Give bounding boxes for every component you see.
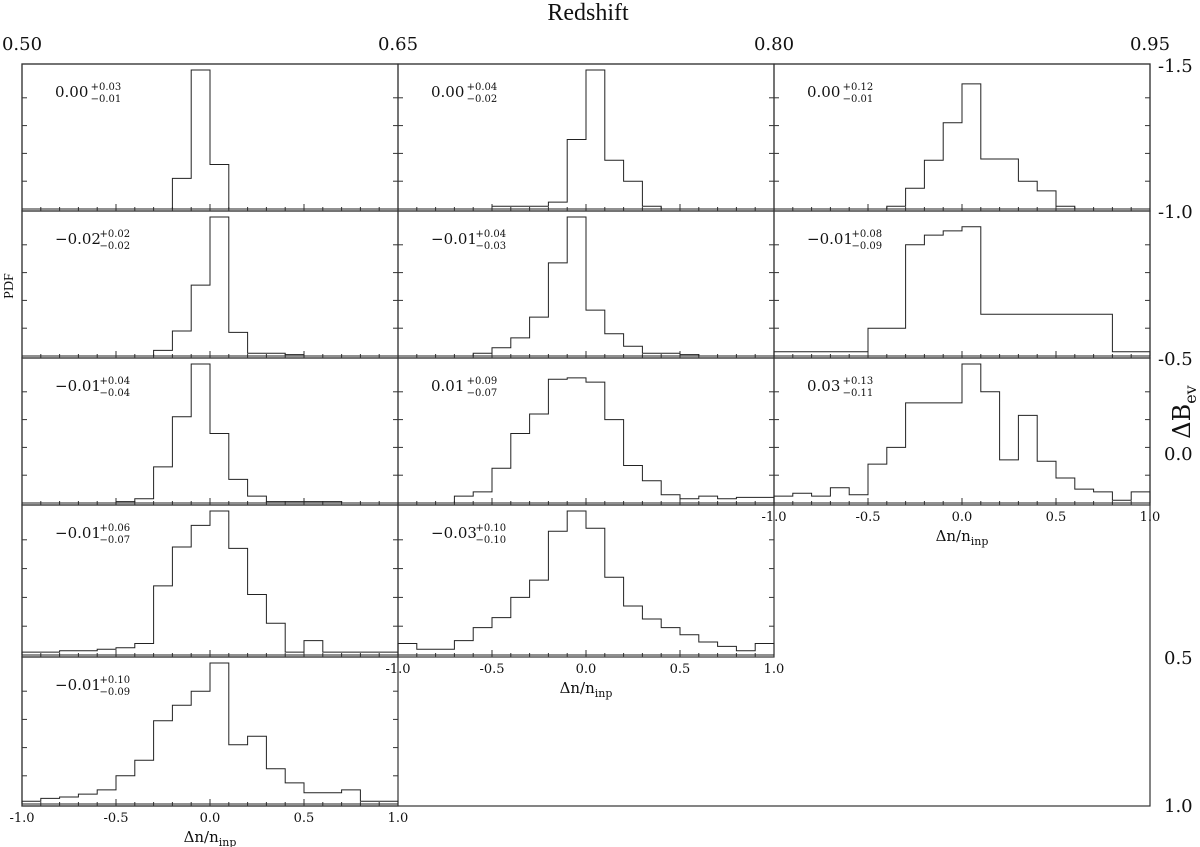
dbev-tick-m15: -1.5 [1158,56,1193,77]
panel-stat-upper: +0.06 [100,523,131,534]
pdf-axis-label: PDF [2,273,17,299]
histogram-panel-3: 0.00 +0.12−0.01 [773,63,1151,212]
x-axis-label: Δn/ninp [184,828,237,847]
panel-stat-lower: −0.07 [100,535,131,546]
histogram-panel-5: −0.01+0.04−0.03 [397,210,775,359]
histogram-panel-9: 0.03 +0.13−0.11-1.0 -0.5 0.0 0.5 1.0Δn/ninp [761,357,1161,548]
x-axis-label-main: Δn/n [184,828,220,846]
panel-stat-lower: −0.04 [100,388,131,399]
x-tick-label: -0.5 [855,510,880,525]
panel-stat-upper: +0.02 [100,229,131,240]
x-tick-label: 0.0 [952,510,973,525]
panel-stat-lower: −0.03 [476,241,507,252]
x-tick-label: 1.0 [388,811,409,826]
dbev-label-main: ΔB [1168,404,1196,439]
x-tick-label: -1.0 [9,811,34,826]
panel-stat-value: −0.01 [55,524,101,542]
x-tick-label: -0.5 [479,662,504,677]
x-tick-label: 1.0 [1140,510,1161,525]
panel-stat-value: −0.01 [55,676,101,694]
histogram-panel-12: −0.01+0.10−0.09 -1.0 -0.5 0.0 0.5 1.0 Δn/ninp [9,656,409,847]
histogram-line [398,216,774,357]
panel-stat-value: 0.00 [807,83,840,101]
panel-stat-value: 0.00 [55,83,88,101]
panel-stat-value: −0.01 [807,230,853,248]
histogram-panel-8: 0.01 +0.09−0.07 [397,357,775,506]
panel-stat-upper: +0.04 [100,376,131,387]
x-tick-label: -0.5 [103,811,128,826]
panel-stat-upper: +0.04 [476,229,507,240]
panel-stat-upper: +0.12 [843,82,874,93]
histogram-panel-4: −0.02+0.02−0.02 [21,210,399,359]
histogram-panel-7: −0.01+0.04−0.04 [21,357,399,506]
panel-stat-lower: −0.10 [476,535,507,546]
panel-stat-lower: −0.01 [91,94,122,105]
panel-stat-lower: −0.01 [843,94,874,105]
x-axis-label-main: Δn/n [560,679,596,697]
x-tick-label: 0.5 [1046,510,1067,525]
dbev-tick-10: 1.0 [1164,796,1193,817]
panel-stat-lower: −0.07 [467,388,498,399]
panel-stat-value: −0.02 [55,230,101,248]
dbev-tick-00: 0.0 [1164,444,1193,465]
histogram-line [398,377,775,504]
x-tick-label: 0.5 [670,662,691,677]
x-axis-label-sub: inp [971,535,989,548]
panel-stat-value: 0.00 [431,83,464,101]
panel-stat-upper: +0.09 [467,376,498,387]
histogram-line [21,510,399,655]
x-axis-label-main: Δn/n [936,527,972,545]
redshift-tick-095: 0.95 [1130,34,1170,55]
histogram-panels: 0.00 +0.03−0.01 0.00 +0.04−0.02 0.00 +0.12−0.… [9,63,1161,847]
x-tick-label: 0.5 [294,811,315,826]
panel-stat-upper: +0.03 [91,82,122,93]
panel-stat-upper: +0.13 [843,376,874,387]
histogram-line [773,363,1151,503]
x-axis-label: Δn/ninp [936,527,989,548]
x-tick-label: 1.0 [764,662,785,677]
panel-stat-value: 0.03 [807,377,840,395]
x-tick-label: 0.0 [576,662,597,677]
histogram-line [397,510,775,655]
panel-stat-value: 0.01 [431,377,464,395]
redshift-tick-065: 0.65 [378,34,418,55]
panel-stat-lower: −0.02 [100,241,131,252]
histogram-line [774,83,1150,210]
dbev-tick-m10: -1.0 [1158,202,1193,223]
panel-stat-lower: −0.02 [467,94,498,105]
panel-stat-lower: −0.11 [843,388,874,399]
histogram-panel-11: −0.03+0.10−0.10-1.0 -0.5 0.0 0.5 1.0Δn/ninp [385,504,785,700]
panel-stat-lower: −0.09 [852,241,883,252]
histogram-panel-2: 0.00 +0.04−0.02 [397,63,775,212]
histogram-panel-6: −0.01+0.08−0.09 [773,210,1151,359]
panel-stat-upper: +0.04 [467,82,498,93]
dbev-axis-label: ΔBev [1168,385,1200,438]
panel-stat-value: −0.03 [431,524,477,542]
panel-stat-upper: +0.10 [100,675,131,686]
svg-text:ΔBev: ΔBev [1168,385,1200,438]
dbev-tick-m05: -0.5 [1158,349,1193,370]
panel-stat-lower: −0.09 [100,687,131,698]
histogram-line [21,662,399,804]
x-tick-label: 0.0 [200,811,221,826]
panel-stat-upper: +0.10 [476,523,507,534]
panel-stat-upper: +0.08 [852,229,883,240]
histogram-panel-10: −0.01+0.06−0.07 [21,504,399,658]
panel-stat-value: −0.01 [431,230,477,248]
panel-stat-value: −0.01 [55,377,101,395]
x-axis-label: Δn/ninp [560,679,613,700]
redshift-tick-080: 0.80 [754,34,794,55]
redshift-tick-050: 0.50 [2,34,42,55]
x-axis-label-sub: inp [219,836,237,847]
dbev-tick-05: 0.5 [1164,648,1193,669]
histogram-line [773,226,1151,356]
x-axis-label-sub: inp [595,687,613,700]
redshift-title: Redshift [547,0,629,26]
dbev-label-sub: ev [1181,385,1200,404]
histogram-panel-1: 0.00 +0.03−0.01 [21,63,399,212]
